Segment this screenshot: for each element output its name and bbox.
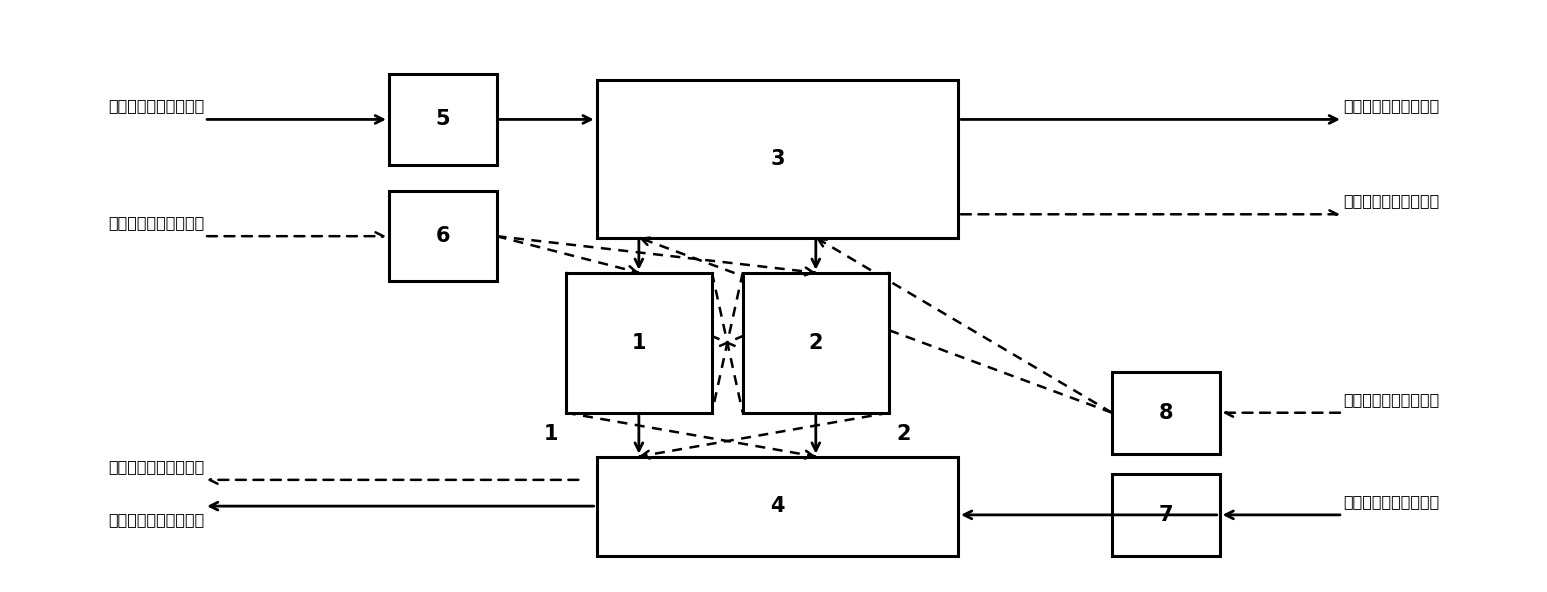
Text: 2: 2 (897, 424, 911, 445)
Text: 左端线路保护通路输入: 左端线路保护通路输入 (108, 215, 204, 230)
Text: 1: 1 (543, 424, 558, 445)
Text: 4: 4 (770, 496, 784, 516)
Text: 5: 5 (435, 110, 450, 130)
Bar (1112, 474, 1219, 556)
Text: 3: 3 (770, 149, 784, 169)
Text: 右端线路工作通路输入: 右端线路工作通路输入 (1343, 494, 1439, 509)
Text: 1: 1 (631, 333, 647, 353)
Bar (1112, 372, 1219, 453)
Text: 2: 2 (809, 333, 823, 353)
Bar (566, 273, 712, 413)
Text: 右端线路工作通路输出: 右端线路工作通路输出 (1343, 99, 1439, 114)
Text: 左端线路工作通路输入: 左端线路工作通路输入 (108, 99, 204, 114)
Text: 左端线路工作通路输出: 左端线路工作通路输出 (108, 512, 204, 527)
Bar (388, 191, 497, 281)
Bar (388, 74, 497, 165)
Bar (743, 273, 890, 413)
Text: 6: 6 (435, 226, 450, 246)
Text: 7: 7 (1159, 505, 1173, 525)
Bar (597, 456, 958, 556)
Text: 左端线路保护通路输出: 左端线路保护通路输出 (108, 459, 204, 474)
Bar (597, 80, 958, 237)
Text: 8: 8 (1159, 403, 1173, 423)
Text: 右端线路保护通路输入: 右端线路保护通路输入 (1343, 392, 1439, 407)
Text: 右端线路保护通路输出: 右端线路保护通路输出 (1343, 194, 1439, 208)
